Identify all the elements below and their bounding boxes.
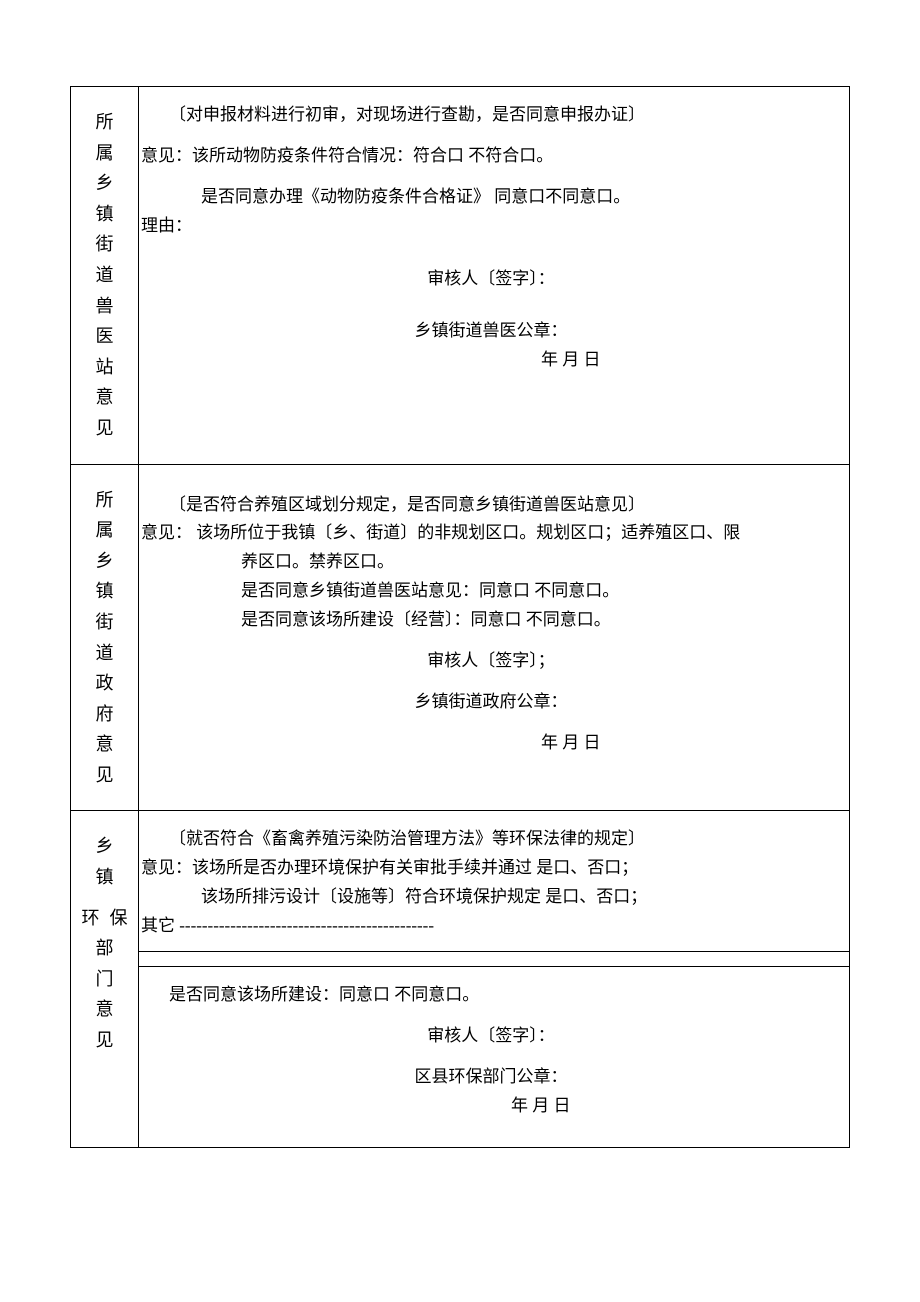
reason-label: 理由： — [141, 212, 841, 241]
opinion-line-2: 养区口。禁养区口。 — [141, 548, 841, 577]
opinion-line-3: 是否同意乡镇街道兽医站意见：同意口 不同意口。 — [141, 577, 841, 606]
reviewer-signature-line: 审核人〔签字〕； — [141, 647, 841, 676]
date-line: 年 月 日 — [141, 729, 841, 758]
note-text: 〔对申报材料进行初审，对现场进行查勘，是否同意申报办证〕 — [141, 101, 841, 130]
opinion-line-4: 是否同意该场所建设〔经营〕：同意口 不同意口。 — [141, 606, 841, 635]
opinion-line-1: 意见：该场所是否办理环境保护有关审批手续并通过 是口、否口； — [141, 854, 841, 883]
section-env-dept-content: 〔就否符合《畜禽养殖污染防治管理方法》等环保法律的规定〕 意见：该场所是否办理环… — [139, 811, 850, 1147]
section-vet-station: 所属乡镇街道兽医站意见 〔对申报材料进行初审，对现场进行查勘，是否同意申报办证〕… — [71, 87, 850, 465]
reviewer-signature-line: 审核人〔签字〕： — [141, 265, 841, 294]
opinion-line: 意见：该所动物防疫条件符合情况：符合口 不符合口。 — [141, 142, 841, 171]
section-env-dept-label: 乡镇 环保 部门意见 — [71, 811, 139, 1147]
seal-line: 乡镇街道政府公章： — [141, 688, 841, 717]
date-line: 年 月 日 — [141, 1092, 841, 1121]
date-line: 年 月 日 — [141, 346, 841, 375]
reviewer-signature-line: 审核人〔签字〕： — [141, 1022, 841, 1051]
agree-build-line: 是否同意该场所建设：同意口 不同意口。 — [141, 981, 841, 1010]
section-vet-station-label: 所属乡镇街道兽医站意见 — [71, 87, 139, 465]
section-township-gov-label: 所属乡镇街道政府意见 — [71, 464, 139, 811]
other-line: 其它 -------------------------------------… — [141, 912, 841, 941]
dash-line: ----------------------------------------… — [179, 916, 434, 935]
opinion-line-2: 该场所排污设计〔设施等〕符合环境保护规定 是口、否口； — [141, 883, 841, 912]
seal-line: 区县环保部门公章： — [141, 1063, 841, 1092]
note-text: 〔是否符合养殖区域划分规定，是否同意乡镇街道兽医站意见〕 — [141, 491, 841, 520]
other-label: 其它 — [141, 916, 175, 935]
section-env-dept: 乡镇 环保 部门意见 〔就否符合《畜禽养殖污染防治管理方法》等环保法律的规定〕 … — [71, 811, 850, 1147]
section-vet-station-content: 〔对申报材料进行初审，对现场进行查勘，是否同意申报办证〕 意见：该所动物防疫条件… — [139, 87, 850, 465]
section-township-gov: 所属乡镇街道政府意见 〔是否符合养殖区域划分规定，是否同意乡镇街道兽医站意见〕 … — [71, 464, 850, 811]
approval-form-table: 所属乡镇街道兽医站意见 〔对申报材料进行初审，对现场进行查勘，是否同意申报办证〕… — [70, 86, 850, 1148]
opinion-line-1: 意见： 该场所位于我镇〔乡、街道〕的非规划区口。规划区口；适养殖区口、限 — [141, 519, 841, 548]
page-container: 所属乡镇街道兽医站意见 〔对申报材料进行初审，对现场进行查勘，是否同意申报办证〕… — [0, 0, 920, 1248]
cert-agree-line: 是否同意办理《动物防疫条件合格证》 同意口不同意口。 — [141, 183, 841, 212]
seal-line: 乡镇街道兽医公章： — [141, 317, 841, 346]
section-township-gov-content: 〔是否符合养殖区域划分规定，是否同意乡镇街道兽医站意见〕 意见： 该场所位于我镇… — [139, 464, 850, 811]
note-text: 〔就否符合《畜禽养殖污染防治管理方法》等环保法律的规定〕 — [141, 825, 841, 854]
